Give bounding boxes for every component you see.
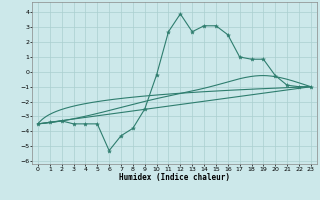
X-axis label: Humidex (Indice chaleur): Humidex (Indice chaleur) — [119, 173, 230, 182]
